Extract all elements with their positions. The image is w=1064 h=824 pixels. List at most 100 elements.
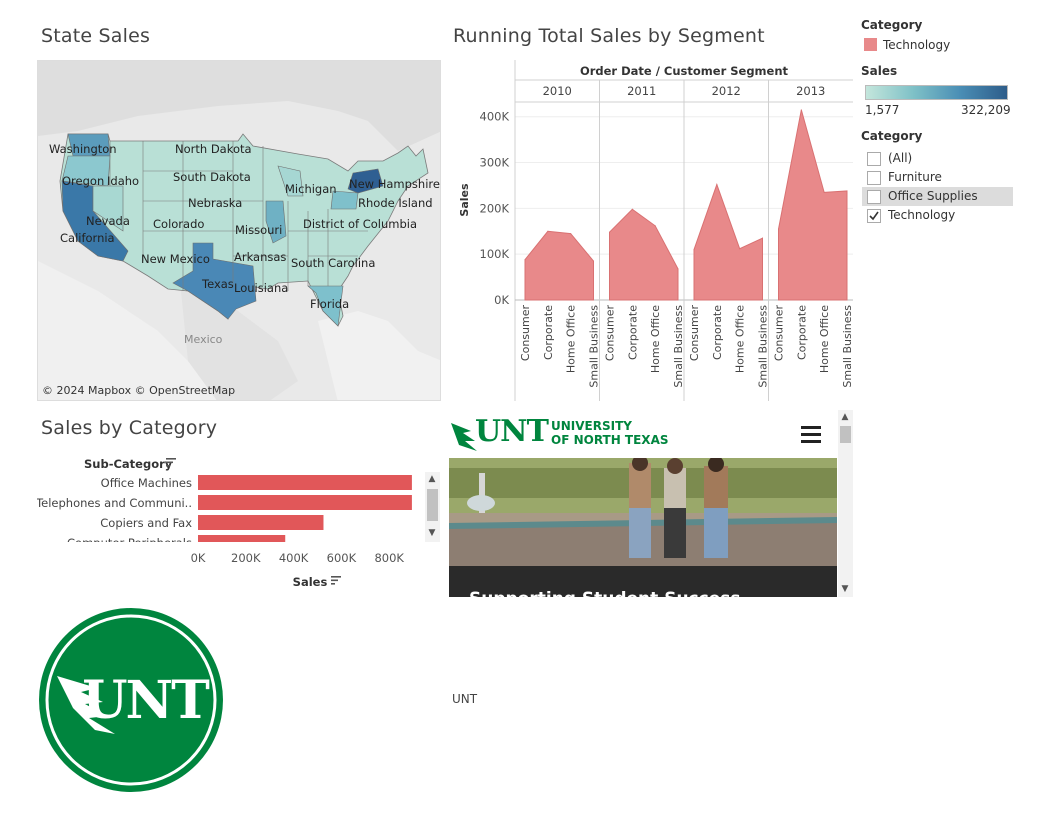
category-legend-swatch (864, 38, 877, 51)
y-tick-label: 0K (494, 293, 509, 307)
sales-sort-icon (331, 576, 341, 585)
area-series-2011 (609, 208, 679, 301)
filter-checkbox-office-supplies[interactable] (867, 190, 881, 204)
x-tick-label-2010-0: Consumer (519, 305, 532, 362)
unt-web-header: UNT UNIVERSITY OF NORTH TEXAS (449, 410, 837, 458)
unt-web-headline[interactable]: Supporting Student Success (469, 589, 740, 597)
unt-web-university-line1: UNIVERSITY (551, 419, 632, 433)
unt-eagle-logo-icon[interactable] (449, 415, 549, 457)
running-total-ylabel: Sales (458, 183, 471, 217)
eagle-icon (57, 676, 115, 734)
label-new-hampshire: New Hampshire (349, 177, 440, 191)
area-point-2012-0 (693, 249, 695, 251)
area-point-2013-3 (846, 190, 848, 192)
bar-chart-scrollbar[interactable]: ▲ ▼ (425, 472, 440, 542)
year-header-2010: 2010 (543, 84, 572, 98)
label-idaho: Idaho (107, 174, 139, 188)
new-york-state (347, 168, 384, 194)
area-point-2012-2 (739, 248, 741, 250)
x-tick-label-2012-3: Small Business (757, 305, 770, 388)
hamburger-menu-icon[interactable] (801, 426, 821, 443)
filter-checkbox-technology[interactable] (867, 209, 881, 223)
sales-by-category-chart[interactable]: Sub-Category Office Machines Telephones a… (37, 452, 441, 592)
label-florida: Florida (310, 297, 349, 311)
filter-item-technology[interactable]: Technology (862, 206, 1013, 225)
filter-label-technology: Technology (888, 208, 956, 222)
label-texas: Texas (201, 277, 234, 291)
area-series-2012 (693, 183, 763, 301)
area-point-2010-3 (593, 260, 594, 262)
area-point-2012-3 (762, 237, 763, 239)
label-michigan: Michigan (285, 182, 337, 196)
bar-label-1: Telephones and Communi.. (37, 496, 192, 510)
unt-web-logo-text[interactable]: UNT (475, 414, 549, 449)
filter-label-all: (All) (888, 151, 913, 165)
filter-item-furniture[interactable]: Furniture (862, 168, 1013, 187)
filter-checkbox-furniture[interactable] (867, 171, 881, 185)
area-series-2010 (524, 230, 594, 301)
y-tick-label: 200K (480, 201, 510, 215)
filter-item-all[interactable]: (All) (862, 149, 1013, 168)
x-tick-0: 0K (191, 551, 206, 565)
pennsylvania-state (330, 190, 359, 210)
area-series-2013 (778, 109, 848, 301)
unt-web-university-line2: OF NORTH TEXAS (551, 433, 669, 447)
x-tick-label-2013-0: Consumer (773, 305, 786, 362)
label-oregon: Oregon (62, 174, 104, 188)
x-tick-label-2010-2: Home Office (565, 305, 578, 373)
x-tick-label-2012-1: Corporate (711, 305, 724, 360)
web-scroll-down-icon[interactable]: ▼ (841, 584, 849, 594)
area-point-2010-0 (524, 259, 526, 261)
x-tick-label-2011-0: Consumer (604, 305, 617, 362)
running-total-chart[interactable]: Order Date / Customer Segment Sales 0K 10… (449, 60, 853, 401)
x-tick-label-2013-1: Corporate (795, 305, 808, 360)
sales-color-ramp (865, 85, 1008, 100)
bar-1 (198, 495, 412, 510)
subcat-sort-icon (166, 458, 176, 467)
x-tick-4: 800K (374, 551, 404, 565)
texas-state (172, 242, 257, 320)
x-tick-1: 200K (231, 551, 261, 565)
scroll-thumb[interactable] (427, 489, 438, 521)
area-point-2013-0 (778, 228, 779, 230)
category-legend-label: Technology (883, 38, 951, 52)
y-tick-label: 400K (480, 110, 510, 124)
label-rhode-island: Rhode Island (358, 196, 433, 210)
sales-by-category-title: Sales by Category (41, 417, 218, 439)
x-tick-2: 400K (279, 551, 309, 565)
x-tick-label-2011-1: Corporate (626, 305, 639, 360)
x-tick-label-2011-2: Home Office (649, 305, 662, 373)
label-nebraska: Nebraska (188, 196, 242, 210)
sales-legend-max: 322,209 (961, 103, 1011, 117)
scroll-down-icon[interactable]: ▼ (428, 528, 436, 538)
sales-header: Sales (293, 575, 328, 589)
map-attribution[interactable]: © 2024 Mapbox © OpenStreetMap (42, 384, 236, 397)
filter-item-office-supplies[interactable]: Office Supplies (862, 187, 1013, 206)
y-tick-label: 300K (480, 156, 510, 170)
state-sales-title: State Sales (41, 25, 151, 47)
label-south-dakota: South Dakota (173, 170, 251, 184)
web-scroll-up-icon[interactable]: ▲ (841, 412, 849, 422)
sales-legend-title: Sales (861, 64, 898, 78)
area-point-2011-0 (609, 231, 610, 233)
x-tick-label-2010-3: Small Business (588, 305, 601, 388)
x-tick-label-2012-0: Consumer (688, 305, 701, 362)
unt-circle-logo: UNT (39, 608, 223, 792)
web-embed-scrollbar[interactable]: ▲ ▼ (838, 410, 853, 597)
state-sales-map[interactable]: Washington North Dakota Oregon Idaho Sou… (37, 60, 441, 401)
florida-state (307, 285, 344, 327)
label-north-dakota: North Dakota (175, 142, 252, 156)
area-point-2013-2 (823, 191, 825, 193)
area-point-2011-1 (631, 208, 633, 210)
category-legend-title: Category (861, 18, 923, 32)
subcat-header: Sub-Category (84, 457, 173, 471)
scroll-up-icon[interactable]: ▲ (428, 474, 436, 484)
year-header-2011: 2011 (627, 84, 656, 98)
area-point-2013-1 (800, 109, 802, 111)
year-header-2012: 2012 (712, 84, 741, 98)
web-scroll-thumb[interactable] (840, 426, 851, 443)
unt-web-embed[interactable]: UNT UNIVERSITY OF NORTH TEXAS Supporting… (449, 410, 853, 597)
area-point-2011-3 (677, 268, 679, 270)
filter-checkbox-all[interactable] (867, 152, 881, 166)
label-mexico: Mexico (184, 333, 223, 346)
